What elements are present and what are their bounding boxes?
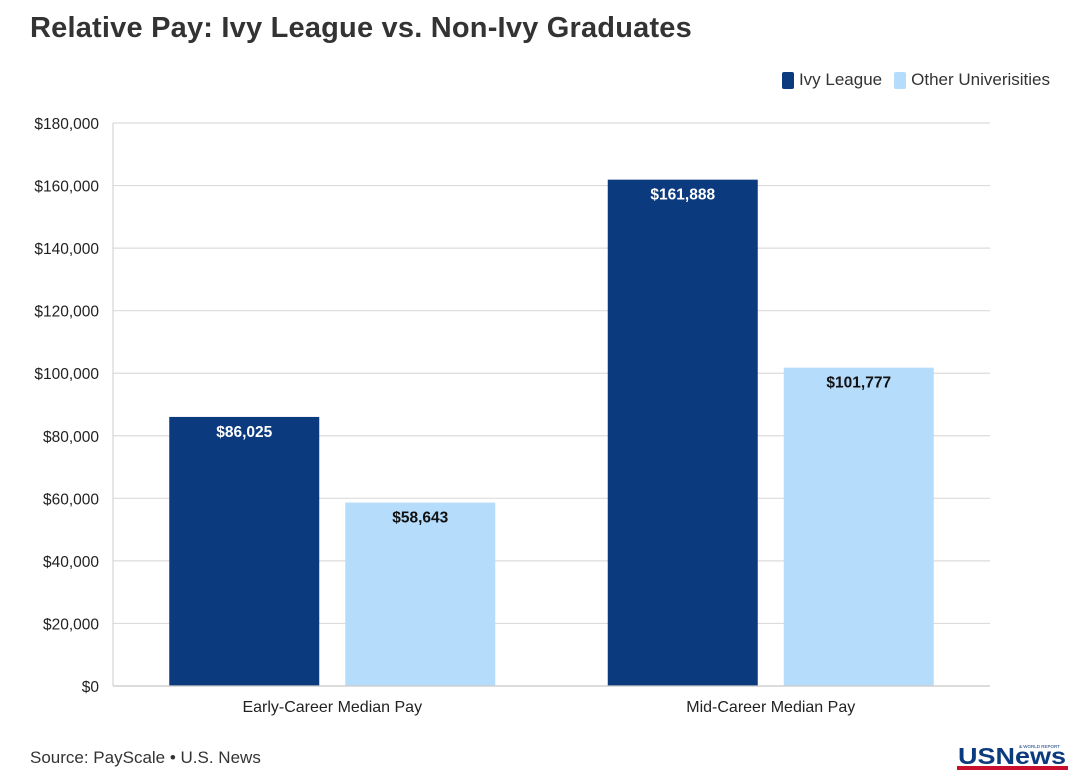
y-tick-label: $160,000 — [34, 179, 99, 196]
y-tick-label: $120,000 — [34, 304, 99, 321]
bar — [783, 367, 934, 686]
x-tick-label: Mid-Career Median Pay — [686, 699, 855, 716]
legend-swatch-other-universities — [894, 71, 907, 89]
y-tick-label: $100,000 — [34, 366, 99, 383]
bar — [607, 179, 758, 686]
bar — [169, 416, 320, 686]
y-tick-label: $40,000 — [43, 554, 99, 571]
chart-title: Relative Pay: Ivy League vs. Non-Ivy Gra… — [30, 12, 692, 44]
data-label: $86,025 — [216, 424, 272, 441]
bar — [345, 502, 496, 686]
source-note: Source: PayScale • U.S. News — [30, 748, 261, 767]
data-label: $58,643 — [392, 510, 448, 527]
y-tick-label: $0 — [82, 679, 100, 696]
y-tick-label: $20,000 — [43, 616, 99, 633]
legend-label-ivy-league: Ivy League — [798, 70, 883, 89]
y-tick-label: $180,000 — [34, 116, 99, 133]
legend-label-other-universities: Other Univerisities — [911, 70, 1050, 89]
data-label: $101,777 — [826, 375, 891, 392]
us-news-logo: USNews & WORLD REPORT — [957, 742, 1068, 770]
y-tick-label: $140,000 — [34, 241, 99, 258]
logo-small-text: & WORLD REPORT — [1019, 744, 1060, 749]
y-tick-label: $60,000 — [43, 491, 99, 508]
legend-swatch-ivy-league — [781, 71, 794, 89]
y-tick-label: $80,000 — [43, 429, 99, 446]
legend-item-ivy-league: Ivy League — [781, 70, 883, 90]
bar-chart: $0 $20,000 $40,000 $60,000 $80,000 $100,000 $1… — [34, 116, 990, 716]
legend-item-other-universities: Other Univerisities — [894, 70, 1050, 90]
x-tick-label: Early-Career Median Pay — [242, 699, 422, 716]
data-label: $161,888 — [650, 187, 715, 204]
legend: Ivy League Other Univerisities — [770, 70, 1050, 90]
logo-text: USNews — [958, 743, 1066, 769]
